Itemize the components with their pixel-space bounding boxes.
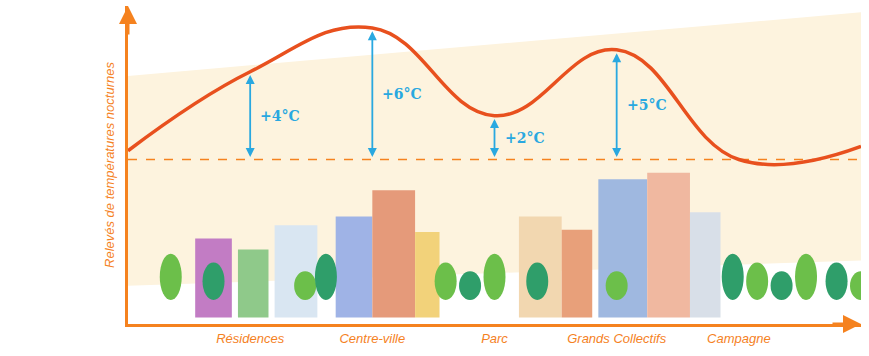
svg-text:Grands Collectifs: Grands Collectifs [567,331,666,346]
svg-text:+5°C: +5°C [627,97,667,113]
svg-text:Parc: Parc [481,331,508,346]
svg-text:+6°C: +6°C [382,86,422,102]
svg-text:Résidences: Résidences [216,331,284,346]
svg-text:Centre-ville: Centre-ville [339,331,405,346]
svg-text:+4°C: +4°C [260,108,300,124]
svg-text:Relevés de températures noctur: Relevés de températures nocturnes [102,62,117,268]
svg-text:Campagne: Campagne [707,331,771,346]
svg-text:+2°C: +2°C [505,130,545,146]
